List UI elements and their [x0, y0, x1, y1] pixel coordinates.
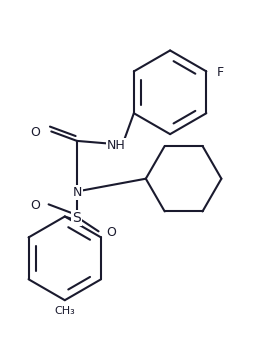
Text: N: N [72, 186, 82, 199]
Text: CH₃: CH₃ [55, 306, 75, 316]
Text: O: O [107, 226, 117, 239]
Text: O: O [31, 126, 40, 139]
Text: NH: NH [107, 139, 126, 152]
Text: S: S [73, 211, 81, 225]
Text: O: O [31, 199, 40, 212]
Text: F: F [217, 67, 224, 79]
